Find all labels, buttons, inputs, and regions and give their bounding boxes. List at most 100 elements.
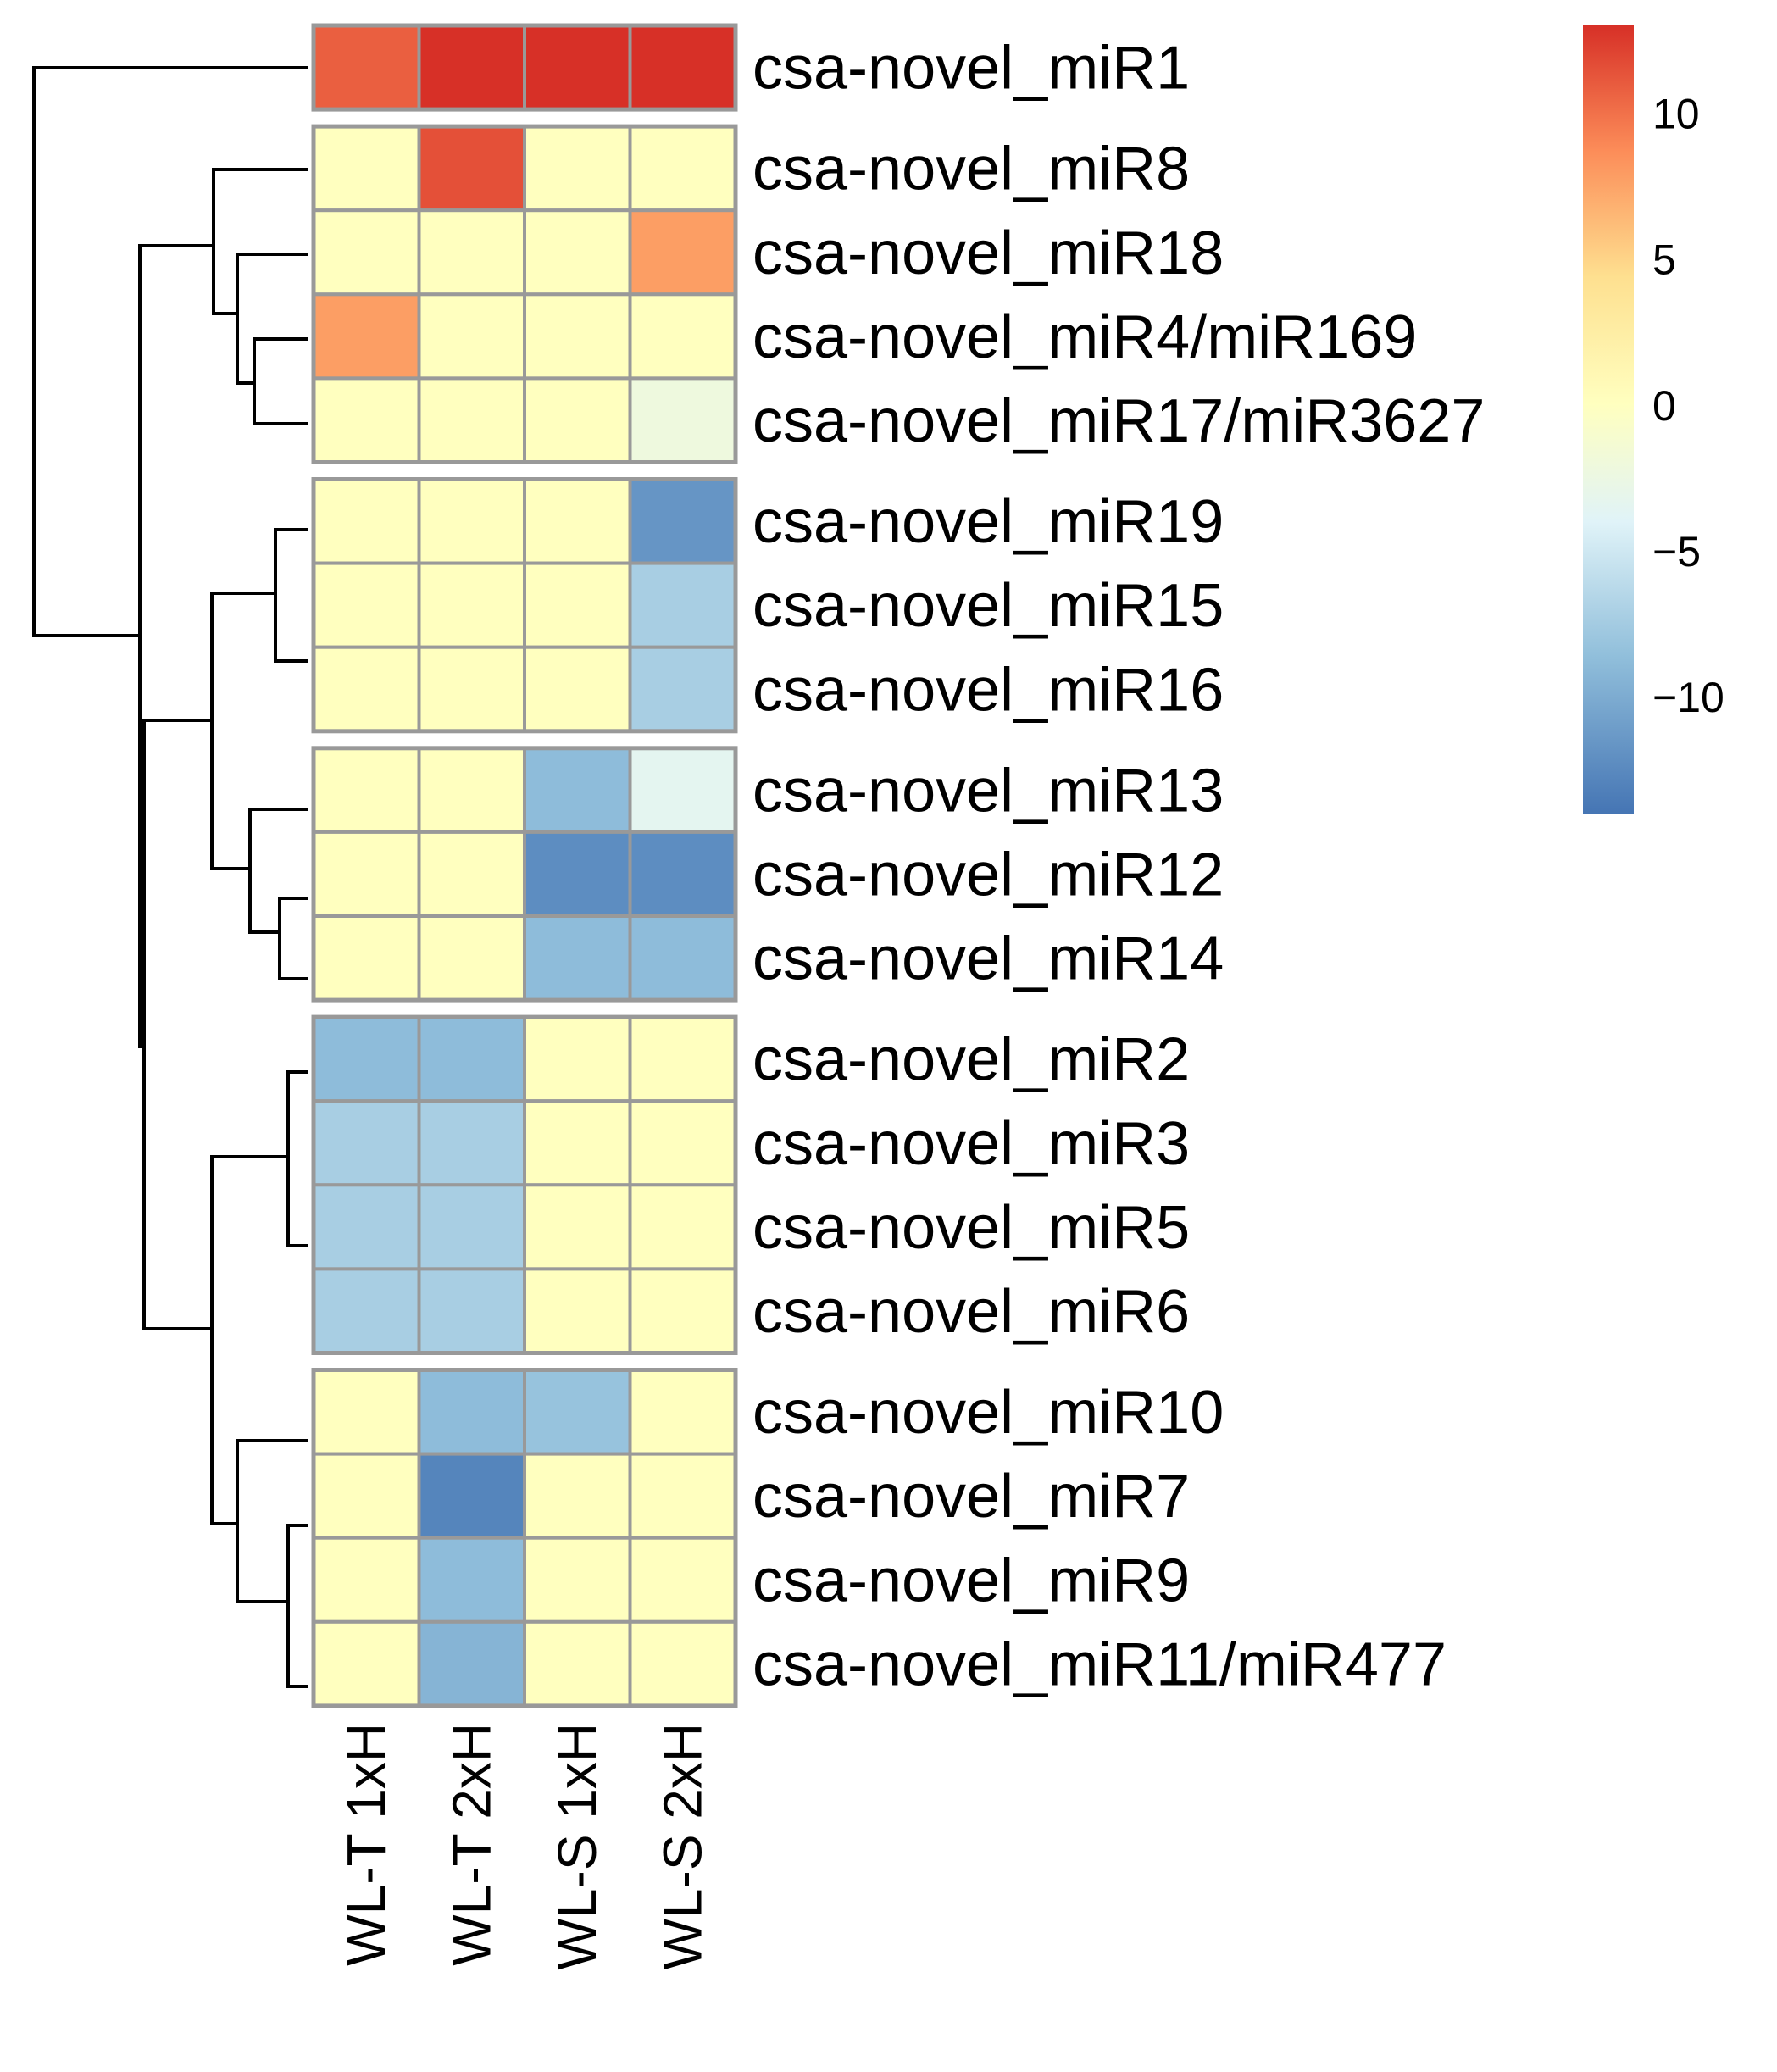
legend-tick-label: −5 — [1652, 528, 1701, 575]
row-group-border — [311, 477, 738, 734]
heatmap-cell — [628, 1452, 737, 1540]
row-group-border — [311, 23, 738, 112]
heatmap-cell — [628, 1267, 737, 1355]
heatmap-cell — [417, 1452, 526, 1540]
heatmap-cell — [523, 208, 632, 297]
heatmap-cell — [312, 645, 421, 733]
row-label: csa-novel_miR2 — [752, 1026, 1190, 1094]
heatmap-cell — [628, 1099, 737, 1187]
dendrogram-cluster-c — [142, 1045, 308, 1688]
heatmap-cell — [312, 1536, 421, 1624]
heatmap-cell — [417, 1368, 526, 1456]
heatmap-cells — [312, 24, 737, 1708]
row-label: csa-novel_miR13 — [752, 757, 1224, 825]
heatmap-cell — [312, 208, 421, 297]
heatmap-cell — [523, 1267, 632, 1355]
heatmap-cell — [417, 376, 526, 464]
heatmap-cell — [628, 1368, 737, 1456]
heatmap-cell — [312, 376, 421, 464]
heatmap-cell — [417, 914, 526, 1003]
heatmap-cell — [523, 1015, 632, 1103]
row-label: csa-novel_miR10 — [752, 1379, 1224, 1447]
heatmap-cell — [628, 477, 737, 565]
heatmap-cell — [312, 292, 421, 381]
heatmap-cell — [312, 1183, 421, 1271]
heatmap-cell — [523, 746, 632, 834]
row-label: csa-novel_miR3 — [752, 1110, 1190, 1178]
heatmap-cell — [417, 292, 526, 381]
row-label: csa-novel_miR1 — [752, 35, 1190, 103]
row-label: csa-novel_miR7 — [752, 1463, 1190, 1530]
heatmap-cell — [523, 24, 632, 112]
legend-tick-label: −10 — [1652, 674, 1724, 721]
heatmap-cell — [523, 376, 632, 464]
heatmap-cell — [628, 208, 737, 297]
heatmap-cell — [523, 125, 632, 213]
heatmap-cell — [523, 1452, 632, 1540]
legend-tick-label: 0 — [1652, 382, 1676, 430]
heatmap-cell — [523, 477, 632, 565]
row-label: csa-novel_miR9 — [752, 1547, 1190, 1614]
heatmap-cell — [628, 24, 737, 112]
heatmap-cell — [628, 1183, 737, 1271]
heatmap-cell — [628, 561, 737, 649]
dendrogram-cluster-a — [138, 168, 308, 425]
row-label: csa-novel_miR11/miR477 — [752, 1630, 1447, 1698]
heatmap-cell — [523, 645, 632, 733]
heatmap-cell — [523, 561, 632, 649]
heatmap-cell — [628, 1536, 737, 1624]
color-legend: 10 5 0 −5 −10 — [1583, 25, 1724, 814]
heatmap-cell — [628, 1015, 737, 1103]
dendrogram-cluster-b — [138, 528, 308, 1048]
heatmap-cell — [523, 1619, 632, 1708]
heatmap-cell — [417, 1015, 526, 1103]
column-label: WL-T 2xH — [441, 1723, 503, 1966]
heatmap-cell — [417, 24, 526, 112]
heatmap-cell — [628, 125, 737, 213]
column-label: WL-S 1xH — [547, 1723, 608, 1970]
row-group-border — [311, 1014, 738, 1355]
row-label: csa-novel_miR4/miR169 — [752, 303, 1417, 371]
heatmap-cell — [312, 1619, 421, 1708]
heatmap-cell — [628, 645, 737, 733]
heatmap-cell — [417, 1536, 526, 1624]
row-label: csa-novel_miR6 — [752, 1278, 1190, 1346]
heatmap-cell — [523, 1536, 632, 1624]
heatmap-cell — [417, 830, 526, 919]
row-group-border — [311, 124, 738, 464]
heatmap-cell — [628, 746, 737, 834]
heatmap-cell — [312, 1452, 421, 1540]
row-label: csa-novel_miR8 — [752, 136, 1190, 203]
heatmap-cell — [523, 1099, 632, 1187]
heatmap-cell — [417, 746, 526, 834]
row-group-border — [311, 1368, 738, 1708]
heatmap-cell — [417, 1267, 526, 1355]
heatmap-cell — [312, 477, 421, 565]
row-label: csa-novel_miR15 — [752, 572, 1224, 640]
legend-tick-label: 5 — [1652, 236, 1676, 284]
row-group-borders — [311, 23, 738, 1708]
heatmap-cell — [417, 477, 526, 565]
heatmap-cell — [417, 125, 526, 213]
row-label: csa-novel_miR17/miR3627 — [752, 387, 1485, 455]
heatmap-cell — [312, 1267, 421, 1355]
column-labels: WL-T 1xH WL-T 2xH WL-S 1xH WL-S 2xH — [336, 1723, 714, 1970]
row-label: csa-novel_miR14 — [752, 925, 1224, 993]
heatmap-cell — [312, 746, 421, 834]
row-group-border — [311, 746, 738, 1003]
row-label: csa-novel_miR16 — [752, 656, 1224, 724]
legend-ticks: 10 5 0 −5 −10 — [1652, 90, 1724, 721]
heatmap-cell — [312, 914, 421, 1003]
heatmap-cell — [523, 914, 632, 1003]
row-label: csa-novel_miR12 — [752, 841, 1224, 908]
heatmap-cell — [312, 24, 421, 112]
row-label: csa-novel_miR19 — [752, 488, 1224, 556]
heatmap-cell — [312, 830, 421, 919]
heatmap-cell — [417, 1619, 526, 1708]
heatmap-cell — [417, 208, 526, 297]
row-label: csa-novel_miR18 — [752, 219, 1224, 287]
heatmap-cell — [523, 1368, 632, 1456]
dendrogram-root-branch — [32, 66, 308, 637]
column-label: WL-T 1xH — [336, 1723, 397, 1966]
